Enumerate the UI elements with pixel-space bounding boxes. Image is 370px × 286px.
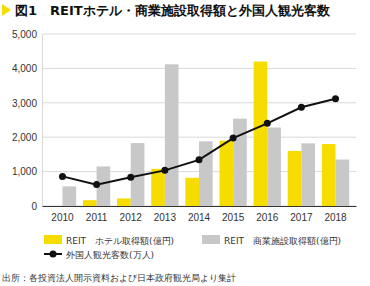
y-axis-line <box>42 35 43 207</box>
x-tick: 2010 <box>51 206 74 223</box>
y-tick: 5,000 <box>12 29 42 40</box>
y-tick-label: 3,000 <box>12 98 37 109</box>
line-marker <box>196 156 203 163</box>
x-tick: 2011 <box>86 206 108 223</box>
line-marker <box>127 174 134 181</box>
y-tick: 0 <box>31 201 42 212</box>
x-tick: 2013 <box>154 206 177 223</box>
x-tick-label: 2014 <box>188 212 211 223</box>
y-tick: 3,000 <box>12 98 42 109</box>
x-tick-label: 2018 <box>324 212 347 223</box>
grid-line <box>42 34 356 35</box>
bar <box>83 200 97 206</box>
x-tick-label: 2017 <box>290 212 313 223</box>
grid <box>42 34 356 206</box>
x-tick: 2015 <box>222 206 245 223</box>
plot: 01,0002,0003,0004,0005,00020102011201220… <box>12 29 357 223</box>
bar-series <box>62 64 349 206</box>
grid-line <box>42 102 356 103</box>
line-marker <box>59 173 66 180</box>
line-marker <box>298 104 305 111</box>
legend-label: REIT 商業施設取得額(億円) <box>224 236 341 246</box>
legend-marker <box>50 251 57 258</box>
x-axis: 2010 2011 2012 2013 2014 2015 2016 2017 2018 <box>43 206 357 223</box>
y-tick-label: 2,000 <box>12 132 37 143</box>
title: 図1 REITホテル・商業施設取得額と外国人観光客数 <box>15 3 331 18</box>
y-tick-label: 5,000 <box>12 29 37 40</box>
y-tick: 4,000 <box>12 63 42 74</box>
y-tick-label: 0 <box>31 201 37 212</box>
line-marker <box>93 181 100 188</box>
bar-series <box>83 62 336 206</box>
bar <box>62 186 76 206</box>
legend-label: REIT ホテル取得額(億円) <box>66 236 174 246</box>
legend-item: REIT 商業施設取得額(億円) <box>202 235 341 246</box>
x-tick-label: 2011 <box>86 212 108 223</box>
bar <box>117 198 131 206</box>
grid-line <box>42 68 356 69</box>
x-tick: 2018 <box>324 206 347 223</box>
legend-item: REIT ホテル取得額(億円) <box>44 235 174 246</box>
legend-label: 外国人観光客数(万人) <box>66 250 154 260</box>
line-marker <box>332 95 339 102</box>
bar <box>151 169 165 206</box>
bar <box>233 119 247 206</box>
x-tick: 2014 <box>188 206 211 223</box>
line-marker <box>230 135 237 142</box>
y-tick-label: 1,000 <box>12 166 37 177</box>
x-tick-label: 2016 <box>256 212 279 223</box>
bar <box>165 64 179 206</box>
bar <box>254 62 268 206</box>
bar <box>322 144 336 206</box>
y-tick-label: 4,000 <box>12 63 37 74</box>
bar <box>336 160 350 206</box>
y-axis: 0 1,000 2,000 3,000 4,000 5,000 <box>12 29 43 212</box>
source-note: 出所：各投資法人開示資料および日本政府観光局より集計 <box>2 273 236 283</box>
x-tick-label: 2013 <box>154 212 177 223</box>
bar <box>199 141 213 206</box>
legend-swatch <box>202 235 220 244</box>
x-tick: 2012 <box>120 206 143 223</box>
y-tick: 1,000 <box>12 166 42 177</box>
grid-line <box>42 137 356 138</box>
bar <box>288 151 302 206</box>
legend-item: 外国人観光客数(万人) <box>44 250 154 260</box>
x-tick-label: 2010 <box>51 212 74 223</box>
bar <box>301 143 315 206</box>
x-tick: 2016 <box>256 206 279 223</box>
marks <box>59 62 349 206</box>
line-marker <box>264 120 271 127</box>
line <box>62 99 335 185</box>
x-axis-line <box>43 206 357 207</box>
bar <box>49 206 63 207</box>
legend-swatch <box>44 235 62 244</box>
y-tick: 2,000 <box>12 132 42 143</box>
bar <box>219 141 233 206</box>
x-tick-label: 2012 <box>120 212 143 223</box>
title-marker <box>2 4 11 16</box>
line-marker <box>161 167 168 174</box>
x-tick-label: 2015 <box>222 212 245 223</box>
bar <box>185 178 199 206</box>
chart: 図1 REITホテル・商業施設取得額と外国人観光客数 0 1,000 2,000 3,0… <box>0 0 370 286</box>
x-tick: 2017 <box>290 206 313 223</box>
bar <box>267 128 281 206</box>
legend: REIT ホテル取得額(億円) REIT 商業施設取得額(億円) 外国人観光客数(万… <box>44 235 341 260</box>
